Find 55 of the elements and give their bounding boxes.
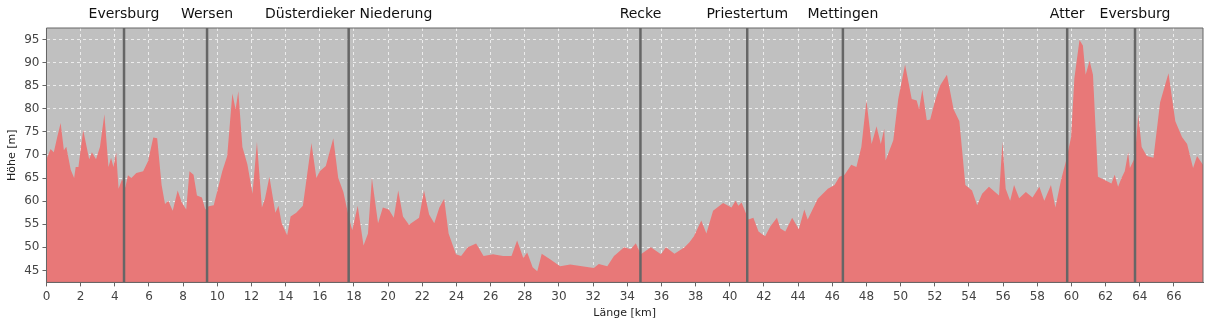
x-tick-label: 52	[927, 288, 943, 303]
x-tick-label: 18	[346, 288, 362, 303]
ref-line-label: Eversburg	[1099, 4, 1171, 21]
x-tick-label: 44	[790, 288, 806, 303]
x-tick-label: 60	[1063, 288, 1080, 303]
x-tick-label: 10	[209, 288, 225, 303]
x-tick-label: 6	[145, 288, 153, 303]
y-tick-label: 95	[24, 31, 40, 46]
x-tick-label: 62	[1097, 288, 1114, 303]
x-tick-label: 38	[687, 288, 704, 303]
x-tick-label: 48	[858, 288, 875, 303]
y-tick-label: 55	[24, 216, 40, 231]
y-tick-label: 75	[24, 124, 40, 139]
x-tick-label: 50	[892, 288, 909, 303]
y-axis-title: Höhe [m]	[5, 129, 19, 181]
x-tick-label: 66	[1166, 288, 1182, 303]
x-tick-label: 30	[551, 288, 567, 303]
x-tick-label: 26	[482, 288, 499, 303]
x-tick-label: 54	[961, 288, 977, 303]
y-tick-label: 50	[24, 239, 40, 254]
x-tick-label: 32	[585, 288, 601, 303]
x-tick-label: 58	[1029, 288, 1045, 303]
x-tick-label: 12	[243, 288, 260, 303]
ref-line-label: Eversburg	[88, 4, 160, 21]
ref-line-label: Mettingen	[807, 4, 879, 21]
ref-line-label: Wersen	[180, 4, 234, 21]
x-tick-label: 28	[517, 288, 533, 303]
y-tick-label: 60	[24, 193, 40, 208]
y-tick-label: 70	[24, 147, 40, 162]
ref-line-label: Priestertum	[706, 4, 789, 21]
x-tick-label: 36	[653, 288, 670, 303]
x-tick-label: 56	[995, 288, 1011, 303]
x-tick-label: 2	[76, 288, 85, 303]
x-tick-label: 24	[448, 288, 465, 303]
y-tick-label: 80	[24, 100, 40, 115]
x-tick-label: 20	[380, 288, 396, 303]
ref-line-label: Atter	[1049, 4, 1085, 21]
x-tick-label: 34	[619, 288, 635, 303]
x-tick-label: 46	[824, 288, 840, 303]
x-tick-label: 22	[414, 288, 430, 303]
x-tick-label: 42	[756, 288, 772, 303]
x-tick-label: 8	[179, 288, 187, 303]
y-tick-label: 85	[24, 77, 40, 92]
x-tick-label: 64	[1132, 288, 1148, 303]
x-tick-label: 40	[722, 288, 738, 303]
y-tick-label: 90	[24, 54, 40, 69]
x-tick-label: 0	[42, 288, 51, 303]
x-tick-label: 16	[312, 288, 328, 303]
x-tick-label: 4	[110, 288, 119, 303]
x-tick-label: 14	[277, 288, 294, 303]
y-tick-label: 65	[24, 170, 40, 185]
x-axis-title: Länge [km]	[593, 306, 657, 320]
y-tick-label: 45	[24, 262, 40, 277]
ref-line-label: Recke	[619, 4, 662, 21]
ref-line-label: Düsterdieker Niederung	[265, 4, 433, 21]
